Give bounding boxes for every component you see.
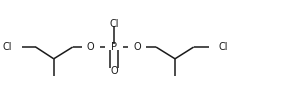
- Text: O: O: [87, 42, 95, 52]
- Text: Cl: Cl: [219, 42, 228, 52]
- Text: O: O: [133, 42, 141, 52]
- Text: P: P: [111, 42, 117, 52]
- Text: Cl: Cl: [109, 19, 119, 29]
- Text: Cl: Cl: [2, 42, 12, 52]
- Text: O: O: [110, 66, 118, 76]
